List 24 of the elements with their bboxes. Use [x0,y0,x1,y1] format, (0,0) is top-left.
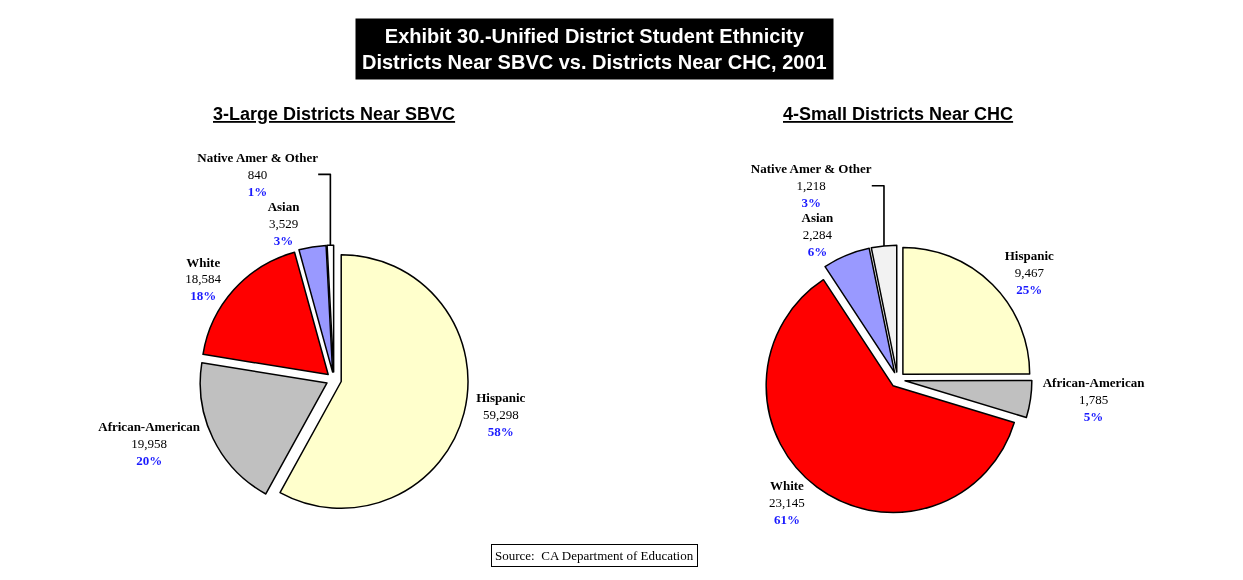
data-label: 1,785 5% [1078,392,1109,425]
slice-label: White [186,254,221,270]
slice-label: Hispanic [1004,247,1055,263]
slice-label: White [769,478,805,494]
slice-label: Native Amer & Other [750,161,872,177]
data-label: 1,218 3% [796,178,826,211]
text: Exhibit 30.-Unified District Student Ethnicity Districts Near SBVC vs. Districts Near CHC, 2001 [362,25,827,73]
source-note: Source: CA Department of Education [495,548,694,563]
slice-label: African-American [1042,375,1146,391]
data-label: 23,145 61% [769,495,805,528]
slice-label: Asian [267,198,301,214]
chart-title: 4-Small Districts Near CHC [783,104,1014,124]
data-label: 19,958 20% [131,435,168,468]
slice-label: Asian [801,210,835,226]
data-label: 18,584 18% [185,271,222,304]
data-label: 2,284 6% [802,227,833,259]
data-label: 3,529 3% [268,215,299,248]
data-label: 9,467 25% [1014,264,1045,297]
slice-label: Hispanic [476,390,526,406]
slice-label: Native Amer & Other [197,149,319,165]
data-label: 59,298 58% [482,407,519,440]
data-label: 840 1% [247,166,268,199]
chart-title: 3-Large Districts Near SBVC [213,104,456,124]
slice-label: African-American [98,418,201,434]
